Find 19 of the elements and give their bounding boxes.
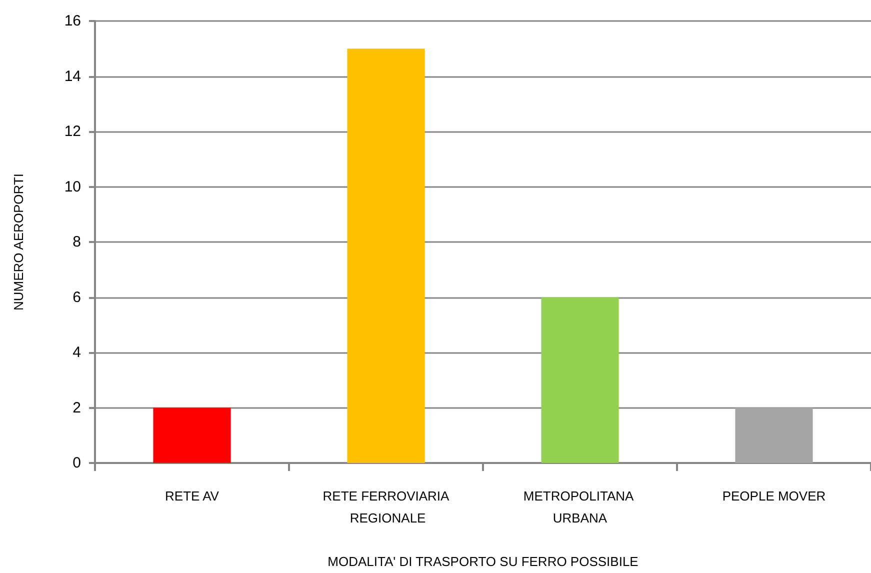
y-tick-label: 0 — [72, 454, 81, 472]
x-tick-label: RETE AV — [165, 488, 220, 504]
y-tick-label: 8 — [72, 234, 81, 250]
y-tick-label: 6 — [72, 288, 81, 306]
bar — [153, 408, 231, 463]
bar — [541, 297, 619, 463]
y-tick-label: 10 — [64, 178, 81, 196]
x-axis-title: MODALITA' DI TRASPORTO SU FERRO POSSIBILE — [328, 554, 639, 569]
x-tick-label: PEOPLE MOVER — [722, 488, 826, 504]
y-tick-label: 4 — [72, 344, 81, 361]
y-tick-label: 14 — [64, 68, 81, 85]
y-tick-label: 16 — [64, 12, 81, 30]
y-tick-label: 12 — [64, 123, 81, 140]
x-tick-label: METROPOLITANA URBANA — [523, 488, 637, 526]
bar — [347, 48, 425, 463]
y-axis-title: NUMERO AEROPORTI — [11, 173, 26, 311]
bar — [735, 408, 813, 463]
y-tick-label: 2 — [72, 399, 81, 416]
x-tick-label: RETE FERROVIARIA REGIONALE — [322, 488, 450, 526]
